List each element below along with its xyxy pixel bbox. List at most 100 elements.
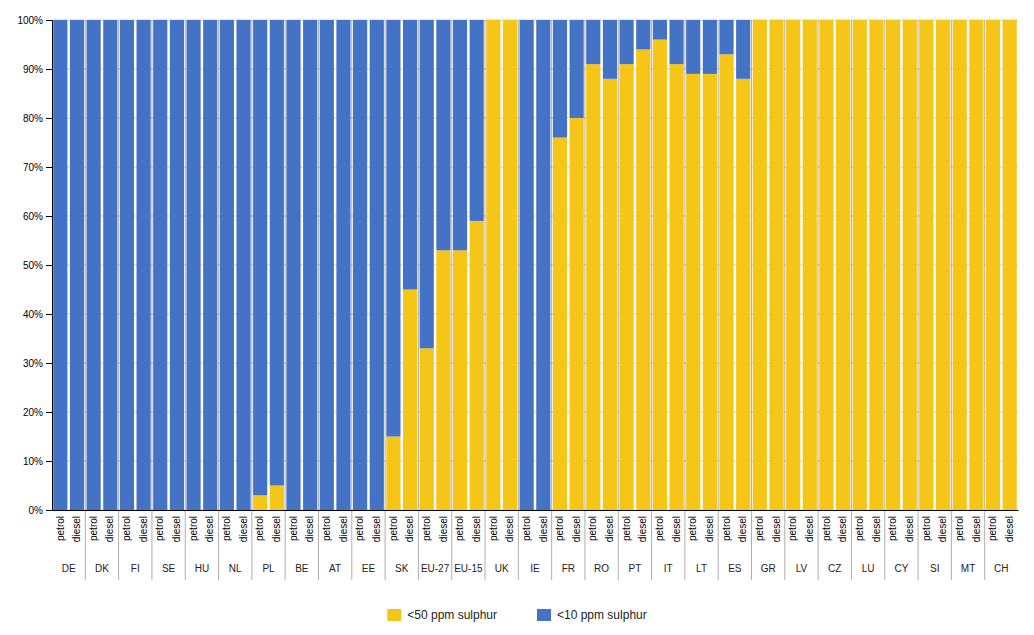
bar-segment: [103, 20, 117, 510]
bar-segment: [953, 20, 967, 510]
x-tick-label: petrol: [921, 516, 932, 541]
bar-segment: [470, 221, 484, 510]
x-tick-label: petrol: [554, 516, 565, 541]
bar-segment: [669, 20, 683, 64]
x-tick: petrol: [754, 516, 765, 541]
bar-segment: [769, 20, 783, 510]
x-tick: diesel: [771, 516, 782, 542]
bar-segment: [586, 64, 600, 510]
x-tick: diesel: [438, 516, 449, 542]
y-tick-label: 40%: [23, 309, 43, 320]
bar-segment: [903, 20, 917, 510]
group-separator: [618, 20, 619, 580]
group-separator: [151, 20, 152, 580]
bar-segment: [536, 20, 550, 510]
x-tick: petrol: [554, 516, 565, 541]
x-tick-label: diesel: [837, 516, 848, 542]
bar-segment: [986, 20, 1000, 510]
bar-segment: [270, 20, 284, 486]
x-tick-label: diesel: [504, 516, 515, 542]
x-tick-label: diesel: [637, 516, 648, 542]
y-tick: 70%: [23, 162, 52, 173]
bar-segment: [653, 20, 667, 40]
bar-segment: [503, 20, 517, 510]
bar-segment: [769, 20, 783, 21]
x-tick: petrol: [954, 516, 965, 541]
group-separator: [385, 20, 386, 580]
x-tick-label: petrol: [188, 516, 199, 541]
y-tick: 40%: [23, 309, 52, 320]
bar-segment: [1003, 20, 1017, 21]
y-tick-mark: [46, 69, 52, 70]
x-tick-label: diesel: [904, 516, 915, 542]
x-tick: diesel: [304, 516, 315, 542]
bar-segment: [719, 20, 733, 54]
y-tick-mark: [46, 167, 52, 168]
bar-segment: [137, 20, 151, 510]
bar-segment: [853, 20, 867, 21]
group-label: EE: [362, 563, 376, 574]
x-tick-label: petrol: [954, 516, 965, 541]
x-tick-label: diesel: [737, 516, 748, 542]
legend-label: <50 ppm sulphur: [407, 608, 497, 622]
x-tick: diesel: [238, 516, 249, 542]
y-tick: 60%: [23, 211, 52, 222]
bar-segment: [653, 40, 667, 510]
group-separator: [518, 20, 519, 580]
y-tick-mark: [46, 461, 52, 462]
bar-segment: [703, 74, 717, 510]
x-tick-label: diesel: [371, 516, 382, 542]
group-label: LT: [696, 563, 707, 574]
group-label: SE: [162, 563, 176, 574]
x-axis: petrol diesel petrol diesel petrol diesel petr…: [53, 511, 1019, 543]
bar-segment: [719, 54, 733, 510]
bar-segment: [853, 20, 867, 510]
y-tick-label: 80%: [23, 113, 43, 124]
group-separator: [485, 20, 486, 580]
x-tick: diesel: [871, 516, 882, 542]
x-tick: petrol: [854, 516, 865, 541]
y-tick-label: 70%: [23, 162, 43, 173]
group-label: SK: [395, 563, 409, 574]
group-separator: [651, 20, 652, 580]
group-label: PL: [262, 563, 275, 574]
x-tick: petrol: [721, 516, 732, 541]
bar-segment: [403, 20, 417, 290]
x-tick-label: petrol: [154, 516, 165, 541]
x-tick: diesel: [937, 516, 948, 542]
x-tick: petrol: [787, 516, 798, 541]
x-tick-label: diesel: [937, 516, 948, 542]
bar-segment: [620, 64, 634, 510]
group-labels: DEDKFISEHUNLPLBEATEESKEU-27EU-15UKIEFRRO…: [62, 563, 1009, 574]
bar-segment: [803, 20, 817, 510]
bar-segment: [869, 20, 883, 21]
bar-segment: [170, 20, 184, 510]
x-tick-label: petrol: [488, 516, 499, 541]
bar-segment: [986, 20, 1000, 21]
group-label: DK: [95, 563, 109, 574]
bar-segment: [570, 20, 584, 118]
bar-segment: [370, 20, 384, 510]
group-separator: [551, 20, 552, 580]
group-separator: [251, 20, 252, 580]
x-tick-label: petrol: [388, 516, 399, 541]
bar-segment: [736, 79, 750, 510]
x-tick-label: petrol: [821, 516, 832, 541]
group-separators: [85, 20, 984, 580]
y-tick-label: 100%: [17, 15, 43, 26]
bar-segment: [520, 20, 534, 510]
x-tick-label: petrol: [754, 516, 765, 541]
group-label: NL: [229, 563, 242, 574]
bar-segment: [903, 20, 917, 21]
x-tick-label: diesel: [804, 516, 815, 542]
y-tick: 100%: [17, 15, 52, 26]
bar-segment: [336, 20, 350, 510]
y-tick-label: 10%: [23, 456, 43, 467]
x-tick-label: diesel: [971, 516, 982, 542]
group-separator: [285, 20, 286, 580]
bar-segment: [669, 64, 683, 510]
group-label: LV: [796, 563, 808, 574]
x-tick: petrol: [388, 516, 399, 541]
x-tick: petrol: [687, 516, 698, 541]
group-separator: [984, 20, 985, 580]
